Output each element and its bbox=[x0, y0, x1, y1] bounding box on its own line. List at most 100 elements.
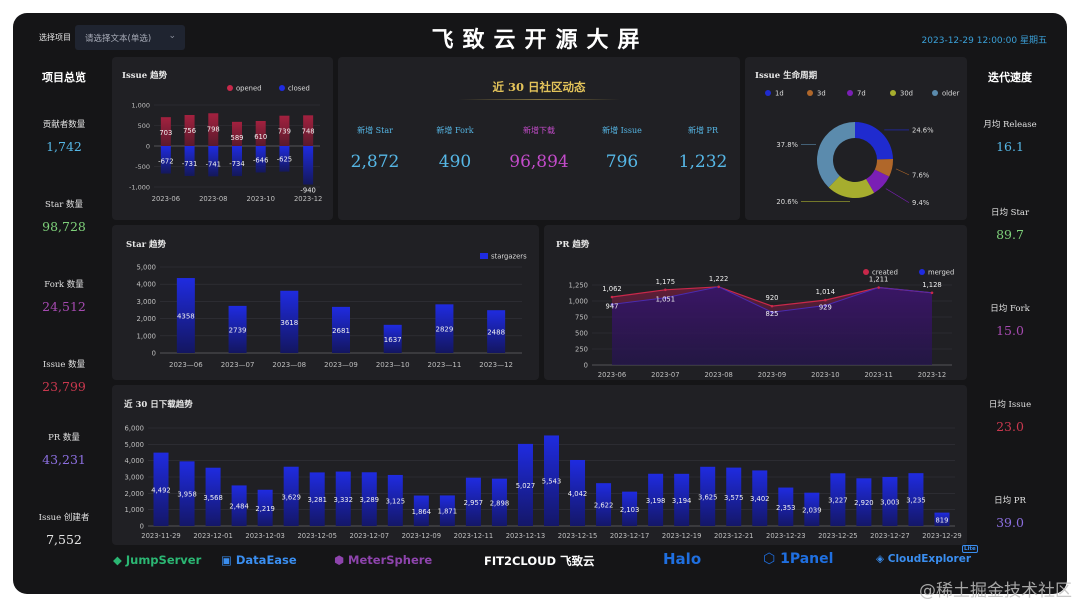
download-data-label: 3,625 bbox=[698, 493, 717, 501]
download-data-label: 3,289 bbox=[360, 496, 379, 504]
download-bar bbox=[439, 495, 455, 526]
legend-label-closed: closed bbox=[288, 85, 310, 93]
metersphere-logo[interactable]: ⬢ MeterSphere bbox=[334, 553, 432, 567]
y-tick-label: 500 bbox=[575, 330, 588, 338]
download-data-label: 5,543 bbox=[542, 478, 561, 486]
y-tick-label: 5,000 bbox=[125, 441, 144, 449]
x-tick-label: 2023-09 bbox=[758, 371, 786, 379]
legend-marker-merged bbox=[919, 269, 925, 275]
y-tick-label: 4,000 bbox=[137, 281, 156, 289]
stat-label: 新增下载 bbox=[523, 126, 555, 135]
legend-marker-older bbox=[932, 90, 938, 96]
slice-label: 20.6% bbox=[776, 198, 798, 206]
closed-bar bbox=[255, 146, 266, 173]
star-bar bbox=[228, 305, 247, 353]
y-tick-label: 0 bbox=[584, 362, 588, 370]
slice-leader-line bbox=[895, 168, 910, 176]
velocity-label: 日均 Fork bbox=[990, 304, 1030, 314]
download-data-label: 3,958 bbox=[177, 491, 196, 499]
download-bar bbox=[205, 467, 221, 526]
x-tick-label: 2023-11-29 bbox=[141, 532, 181, 540]
project-select[interactable]: 请选择文本(单选) ⌄ bbox=[75, 25, 185, 50]
x-tick-label: 2023-12-03 bbox=[245, 532, 285, 540]
y-tick-label: -500 bbox=[135, 163, 150, 171]
fit2cloud-logo-text: FIT2CLOUD 飞致云 bbox=[484, 554, 595, 568]
cloudexplorer-icon: ◈ bbox=[876, 553, 888, 565]
x-tick-label: 2023-12-23 bbox=[766, 532, 806, 540]
star-bar bbox=[383, 324, 402, 353]
opened-bar bbox=[303, 115, 314, 146]
x-tick-label: 2023—12 bbox=[479, 361, 513, 369]
x-tick-label: 2023—11 bbox=[428, 361, 462, 369]
legend-label-7d: 7d bbox=[857, 90, 866, 98]
cloudexplorer-logo[interactable]: ◈ CloudExplorer Lite bbox=[876, 545, 978, 565]
download-data-label: 819 bbox=[935, 516, 948, 524]
dataease-logo-text: DataEase bbox=[235, 553, 297, 567]
slice-label: 7.6% bbox=[912, 171, 930, 179]
y-tick-label: 1,000 bbox=[137, 332, 156, 340]
chevron-down-icon: ⌄ bbox=[168, 31, 176, 41]
download-trend-chart: 6,000 5,000 4,000 3,000 2,000 1,000 0 4,492 3,95… bbox=[125, 425, 962, 541]
opened-data-label: 798 bbox=[207, 125, 220, 133]
created-point bbox=[664, 288, 667, 292]
created-point bbox=[930, 291, 934, 295]
download-data-label: 3,194 bbox=[672, 497, 691, 505]
x-tick-label: 2023-12-19 bbox=[662, 532, 702, 540]
download-trend-title: 近 30 日下载趋势 bbox=[124, 400, 193, 410]
merged-area bbox=[612, 286, 932, 365]
download-data-label: 3,281 bbox=[307, 496, 326, 504]
issue-lifecycle-panel: Issue 生命周期 1d 3d 7d 30d older 24.6% 7.6% 9.4% 20… bbox=[745, 57, 967, 220]
created-data-label: 1,211 bbox=[869, 275, 888, 283]
star-data-label: 2829 bbox=[436, 326, 454, 334]
download-bar bbox=[674, 473, 690, 526]
download-data-label: 2,103 bbox=[620, 506, 639, 514]
legend-label-created: created bbox=[872, 269, 898, 277]
merged-data-label: 1,051 bbox=[656, 296, 675, 304]
download-data-label: 3,003 bbox=[880, 498, 899, 506]
opened-data-label: 739 bbox=[278, 128, 291, 136]
legend-marker-opened bbox=[227, 85, 233, 91]
x-tick-label: 2023-07 bbox=[651, 371, 679, 379]
download-bar bbox=[361, 472, 377, 526]
legend-marker-7d bbox=[847, 90, 853, 96]
x-tick-label: 2023-12-15 bbox=[558, 532, 598, 540]
x-tick-label: 2023—07 bbox=[221, 361, 255, 369]
download-bar bbox=[283, 466, 299, 526]
header: 选择项目 请选择文本(单选) ⌄ 飞致云开源大屏 2023-12-29 12:0… bbox=[13, 13, 1067, 57]
download-bar bbox=[231, 485, 247, 526]
x-tick-label: 2023-11 bbox=[864, 371, 892, 379]
1panel-logo[interactable]: ⬡ 1Panel bbox=[763, 551, 833, 567]
community-stat-fork: 新增 Fork 490 bbox=[415, 125, 495, 172]
x-tick-label: 2023-12-07 bbox=[350, 532, 390, 540]
dataease-logo[interactable]: ▣ DataEase bbox=[221, 553, 297, 567]
velocity-value: 39.0 bbox=[996, 515, 1024, 530]
legend-marker-stargazers bbox=[480, 253, 488, 259]
watermark: @稀土掘金技术社区 bbox=[919, 581, 1072, 601]
overview-issue-creators: Issue 创建者 7,552 bbox=[17, 511, 111, 547]
x-tick-label: 2023-08 bbox=[199, 195, 227, 203]
closed-data-label: -731 bbox=[182, 160, 197, 168]
stat-value: 796 bbox=[605, 152, 639, 172]
velocity-release: 月均 Release 16.1 bbox=[963, 118, 1057, 154]
halo-logo[interactable]: Halo bbox=[663, 550, 701, 568]
community-stat-issue: 新增 Issue 796 bbox=[582, 125, 662, 172]
y-tick-label: 0 bbox=[140, 523, 144, 531]
velocity-label: 月均 Release bbox=[983, 120, 1037, 130]
x-tick-label: 2023-12-11 bbox=[454, 532, 494, 540]
stat-value: 2,872 bbox=[350, 152, 400, 172]
jumpserver-logo-text: JumpServer bbox=[125, 553, 202, 567]
x-tick-label: 2023-12 bbox=[918, 371, 946, 379]
jumpserver-logo[interactable]: ◆ JumpServer bbox=[113, 553, 201, 567]
legend-label-older: older bbox=[942, 90, 960, 98]
x-tick-label: 2023-12-13 bbox=[506, 532, 546, 540]
overview-label: 贡献者数量 bbox=[42, 120, 86, 130]
y-tick-label: 5,000 bbox=[137, 264, 156, 272]
created-data-label: 1,222 bbox=[709, 275, 728, 283]
pie-slice-older bbox=[817, 122, 855, 188]
lite-badge: Lite bbox=[962, 545, 978, 553]
download-bar bbox=[882, 476, 898, 526]
overview-value: 98,728 bbox=[42, 219, 86, 234]
fit2cloud-logo[interactable]: FIT2CLOUD 飞致云 bbox=[484, 553, 595, 569]
star-data-label: 2681 bbox=[332, 327, 350, 335]
download-bar bbox=[309, 472, 325, 526]
